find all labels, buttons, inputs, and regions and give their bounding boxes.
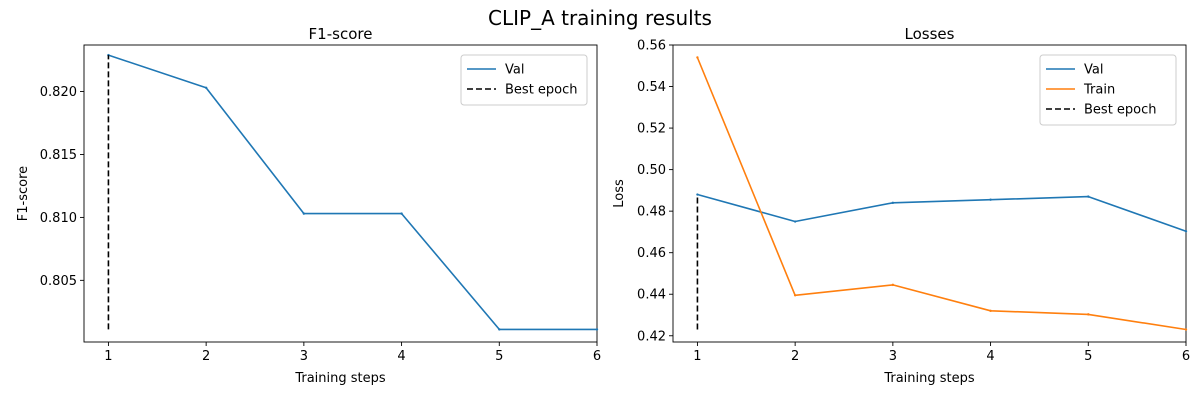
chart2-series-val-point: [793, 220, 797, 223]
chart2-y-tick-label: 0.50: [637, 163, 666, 178]
chart2-series-val-point: [696, 193, 699, 196]
chart2-series-val-point: [891, 201, 895, 205]
chart2-x-tick-label: 1: [693, 349, 701, 364]
chart2-y-tick-label: 0.52: [637, 122, 666, 137]
chart2-series-val-point: [1087, 195, 1090, 198]
chart2-series-train-point: [989, 309, 992, 313]
chart1: F1-score 1 2 3 4 5 6 0.805 0.810 0.815 0.820 Traini…: [16, 25, 601, 386]
chart2-title: Losses: [905, 25, 955, 43]
chart2-axes-frame: [672, 44, 1187, 343]
chart2-x-tick-label: 5: [1084, 349, 1092, 364]
chart2-series-train-point: [891, 283, 895, 287]
chart2-x-tick-label: 3: [889, 349, 897, 364]
chart1-series-val-line: [108, 54, 597, 331]
chart2-x-tick-label: 2: [791, 349, 799, 364]
chart1-x-axis-label: Training steps: [294, 371, 386, 386]
chart2-series-train-line: [696, 57, 1187, 331]
chart1-legend-label: Val: [505, 63, 524, 78]
chart1-series-val-point: [302, 212, 306, 215]
chart2-series-train-point: [1184, 328, 1188, 331]
chart1-series-val-point: [400, 212, 403, 215]
chart2-series-train-point: [793, 294, 797, 297]
chart2-series-val-point: [1184, 230, 1188, 233]
figure-title: CLIP_A training results: [488, 6, 712, 30]
chart2-legend-box: [1039, 54, 1177, 126]
chart1-y-tick-label: 0.820: [40, 85, 77, 100]
chart2-x-axis-label: Training steps: [883, 371, 975, 386]
chart2-legend-label: Train: [1083, 83, 1115, 98]
chart1-y-tick-label: 0.815: [40, 148, 77, 163]
chart1-title: F1-score: [309, 25, 373, 43]
chart2-series-train-point: [696, 56, 699, 59]
chart2: Losses 1 2 3 4 5 6 0.42 0.44 0.46 0.48 0.50 0.52 0.54…: [612, 25, 1190, 386]
chart1-series-val-point: [595, 328, 599, 331]
chart2-legend-label: Val: [1084, 63, 1103, 78]
chart1-legend-box: [460, 54, 588, 106]
chart1-y-tick-label: 0.805: [40, 274, 77, 289]
chart1-legend-label: Best epoch: [505, 83, 578, 98]
chart2-y-axis-label: Loss: [612, 179, 627, 208]
chart1-x-tick-label: 1: [104, 349, 112, 364]
chart1-y-tick-label: 0.810: [40, 211, 77, 226]
chart2-y-tick-label: 0.54: [637, 80, 666, 95]
chart2-legend-label: Best epoch: [1084, 103, 1157, 118]
chart1-y-axis-label: F1-score: [16, 166, 31, 221]
chart1-legend: Val Best epoch: [460, 54, 588, 106]
chart2-y-tick-label: 0.42: [637, 329, 666, 344]
chart2-y-tick-label: 0.56: [637, 39, 666, 54]
chart1-axes-frame: [83, 44, 598, 343]
chart2-x-tick-label: 4: [986, 349, 994, 364]
chart1-series-val-point: [204, 86, 208, 89]
chart1-x-tick-label: 2: [202, 349, 210, 364]
chart2-series-train-point: [1087, 313, 1090, 316]
chart2-legend: Val Train Best epoch: [1039, 54, 1177, 126]
chart1-x-tick-label: 5: [495, 349, 503, 364]
chart1-x-tick-label: 6: [593, 349, 601, 364]
chart2-x-tick-label: 6: [1182, 349, 1190, 364]
chart2-y-tick-label: 0.48: [637, 205, 666, 220]
chart1-series-val-point: [498, 328, 501, 331]
chart2-y-tick-label: 0.46: [637, 246, 666, 261]
chart2-series-val-line: [697, 193, 1187, 233]
chart2-y-tick-label: 0.44: [637, 288, 666, 303]
chart2-series-val-point: [989, 198, 992, 201]
chart1-x-tick-label: 3: [300, 349, 308, 364]
chart1-x-tick-label: 4: [397, 349, 405, 364]
